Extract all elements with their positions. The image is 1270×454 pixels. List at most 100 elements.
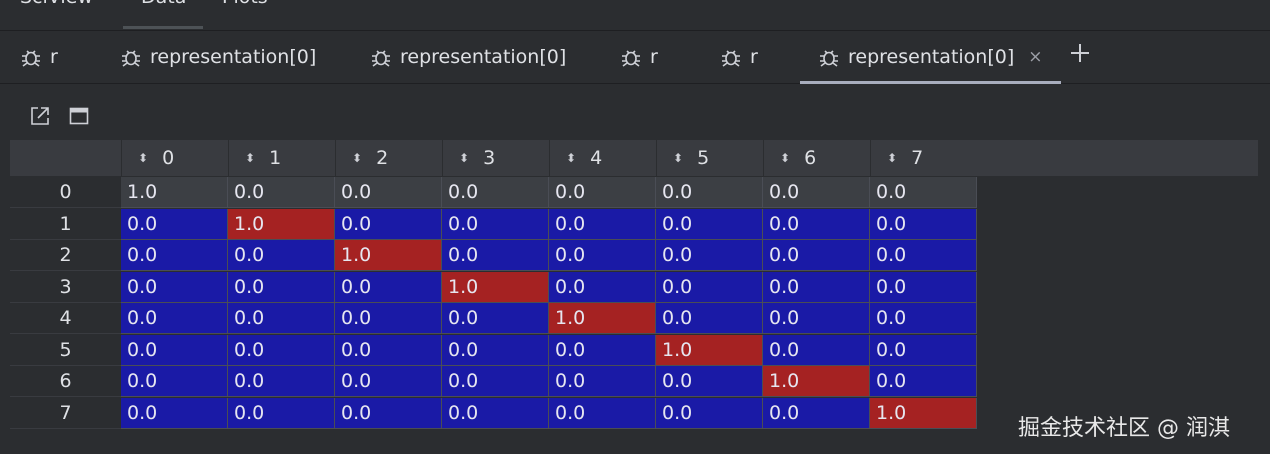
sort-icon[interactable]: ⬍ [459, 151, 470, 165]
table-cell[interactable]: 0.0 [870, 177, 977, 208]
add-tab-icon[interactable] [1068, 41, 1092, 65]
table-cell[interactable]: 0.0 [763, 208, 870, 240]
open-in-new-window-icon[interactable] [29, 105, 51, 127]
table-cell[interactable]: 0.0 [228, 366, 335, 397]
table-cell[interactable]: 0.0 [121, 271, 228, 303]
maximize-window-icon[interactable] [68, 105, 90, 127]
sort-icon[interactable]: ⬍ [566, 151, 577, 165]
table-cell[interactable]: 0.0 [228, 334, 335, 366]
sort-icon[interactable]: ⬍ [780, 151, 791, 165]
table-cell[interactable]: 0.0 [656, 303, 763, 334]
close-tab-icon[interactable]: × [1028, 47, 1043, 67]
table-cell[interactable]: 1.0 [442, 271, 549, 303]
table-cell[interactable]: 0.0 [549, 366, 656, 397]
table-cell[interactable]: 0.0 [121, 240, 228, 271]
variable-tab[interactable]: r [620, 31, 658, 83]
table-cell[interactable]: 0.0 [442, 208, 549, 240]
table-cell[interactable]: 0.0 [870, 240, 977, 271]
variable-tab[interactable]: r [720, 31, 758, 83]
table-cell[interactable]: 0.0 [335, 303, 442, 334]
table-cell[interactable]: 0.0 [335, 397, 442, 429]
sort-icon[interactable]: ⬍ [673, 151, 684, 165]
table-cell[interactable]: 0.0 [335, 366, 442, 397]
table-cell[interactable]: 0.0 [870, 271, 977, 303]
table-cell[interactable]: 0.0 [335, 334, 442, 366]
table-cell[interactable]: 0.0 [442, 334, 549, 366]
table-cell[interactable]: 0.0 [121, 366, 228, 397]
table-cell[interactable]: 0.0 [656, 271, 763, 303]
column-header[interactable]: ⬍ 7 [870, 140, 977, 176]
variable-tab[interactable]: r [20, 31, 58, 83]
table-cell[interactable]: 0.0 [442, 303, 549, 334]
column-header[interactable]: ⬍ 1 [228, 140, 335, 176]
table-cell[interactable]: 0.0 [549, 271, 656, 303]
column-header-label: 0 [162, 147, 175, 169]
column-header[interactable]: ⬍ 5 [656, 140, 763, 176]
table-cell[interactable]: 1.0 [763, 366, 870, 397]
table-cell[interactable]: 0.0 [656, 177, 763, 208]
table-cell[interactable]: 0.0 [442, 177, 549, 208]
table-cell[interactable]: 0.0 [121, 397, 228, 429]
table-cell[interactable]: 0.0 [763, 397, 870, 429]
sort-icon[interactable]: ⬍ [352, 151, 363, 165]
table-cell[interactable]: 0.0 [870, 208, 977, 240]
table-cell[interactable]: 0.0 [763, 271, 870, 303]
table-cell[interactable]: 0.0 [656, 397, 763, 429]
sort-icon[interactable]: ⬍ [138, 151, 149, 165]
sort-icon[interactable]: ⬍ [887, 151, 898, 165]
table-cell[interactable]: 1.0 [121, 177, 228, 208]
table-cell[interactable]: 0.0 [763, 334, 870, 366]
column-header[interactable]: ⬍ 6 [763, 140, 870, 176]
table-cell[interactable]: 0.0 [228, 271, 335, 303]
table-cell[interactable]: 0.0 [549, 208, 656, 240]
column-header-label: 3 [483, 147, 496, 169]
table-cell[interactable]: 1.0 [335, 240, 442, 271]
table-cell[interactable]: 0.0 [763, 303, 870, 334]
column-header[interactable]: ⬍ 3 [442, 140, 549, 176]
top-tab-plots[interactable]: Plots [222, 0, 268, 8]
table-cell[interactable]: 0.0 [763, 240, 870, 271]
table-cell[interactable]: 0.0 [121, 303, 228, 334]
table-cell[interactable]: 0.0 [228, 303, 335, 334]
table-cell[interactable]: 1.0 [870, 397, 977, 429]
table-cell[interactable]: 0.0 [228, 240, 335, 271]
table-cell[interactable]: 0.0 [121, 208, 228, 240]
table-cell[interactable]: 0.0 [335, 208, 442, 240]
sort-icon[interactable]: ⬍ [245, 151, 256, 165]
table-cell[interactable]: 0.0 [549, 177, 656, 208]
table-cell[interactable]: 1.0 [656, 334, 763, 366]
table-cell[interactable]: 0.0 [442, 397, 549, 429]
top-tab-data[interactable]: Data [141, 0, 186, 8]
table-cell[interactable]: 1.0 [228, 208, 335, 240]
table-cell[interactable]: 0.0 [549, 334, 656, 366]
table-cell[interactable]: 0.0 [442, 366, 549, 397]
variable-tab[interactable]: representation[0] × [800, 31, 1061, 84]
top-tab-sciview[interactable]: SciView [20, 0, 93, 8]
table-cell[interactable]: 0.0 [763, 177, 870, 208]
table-cell[interactable]: 0.0 [335, 177, 442, 208]
table-cell[interactable]: 0.0 [870, 303, 977, 334]
column-header[interactable]: ⬍ 0 [121, 140, 228, 176]
table-cell[interactable]: 0.0 [870, 334, 977, 366]
table-cell[interactable]: 0.0 [656, 208, 763, 240]
table-cell[interactable]: 0.0 [656, 240, 763, 271]
table-cell[interactable]: 0.0 [442, 240, 549, 271]
column-header[interactable]: ⬍ 2 [335, 140, 442, 176]
column-header-label: 1 [269, 147, 282, 169]
table-cell[interactable]: 0.0 [656, 366, 763, 397]
variable-tab[interactable]: representation[0] [370, 31, 566, 83]
table-cell[interactable]: 0.0 [228, 397, 335, 429]
row-index: 6 [10, 366, 121, 397]
column-header[interactable]: ⬍ 4 [549, 140, 656, 176]
table-cell[interactable]: 0.0 [228, 177, 335, 208]
variable-tab[interactable]: representation[0] [120, 31, 316, 83]
table-cell[interactable]: 0.0 [549, 240, 656, 271]
table-cell[interactable]: 0.0 [549, 397, 656, 429]
table-cell[interactable]: 0.0 [870, 366, 977, 397]
table-cell[interactable]: 1.0 [549, 303, 656, 334]
tab-label: r [650, 46, 658, 68]
table-cell[interactable]: 0.0 [335, 271, 442, 303]
column-header-label: 4 [590, 147, 603, 169]
bug-icon [22, 50, 40, 67]
table-cell[interactable]: 0.0 [121, 334, 228, 366]
